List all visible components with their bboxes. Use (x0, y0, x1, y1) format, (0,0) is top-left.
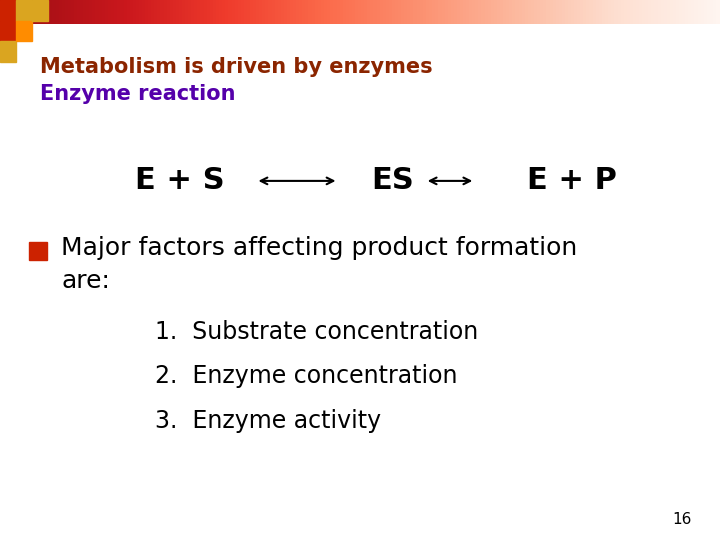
Text: 16: 16 (672, 511, 691, 526)
Bar (16, 21, 32, 41)
Text: Enzyme reaction: Enzyme reaction (40, 84, 235, 104)
Text: 1.  Substrate concentration: 1. Substrate concentration (155, 320, 478, 344)
Bar (16, 0, 32, 21)
Text: Metabolism is driven by enzymes: Metabolism is driven by enzymes (40, 57, 432, 77)
Text: 3.  Enzyme activity: 3. Enzyme activity (155, 409, 381, 433)
Bar (0, 0, 16, 21)
Text: Major factors affecting product formation: Major factors affecting product formatio… (61, 237, 577, 260)
Text: ES: ES (371, 166, 414, 195)
Text: E + P: E + P (528, 166, 617, 195)
Bar (0, 21, 16, 41)
Text: E + S: E + S (135, 166, 225, 195)
Bar (0, 41, 16, 62)
Text: are:: are: (61, 269, 110, 293)
Bar (29, 242, 47, 260)
Bar (32, 0, 48, 21)
Text: 2.  Enzyme concentration: 2. Enzyme concentration (155, 364, 457, 388)
